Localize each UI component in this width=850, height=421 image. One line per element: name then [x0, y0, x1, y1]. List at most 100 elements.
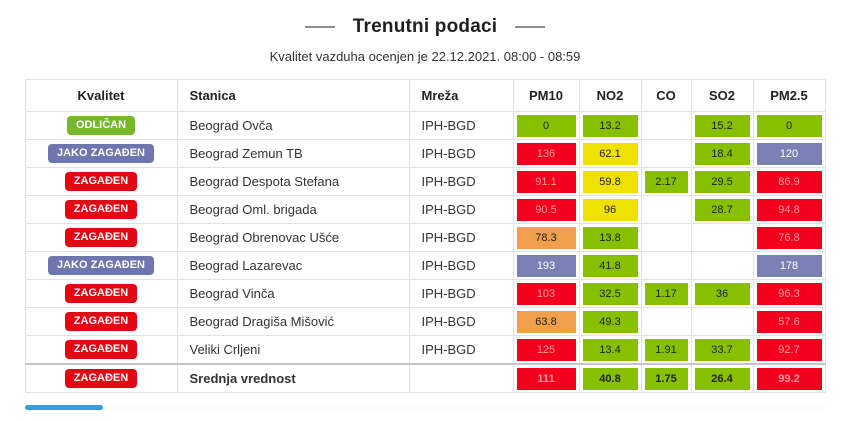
pollutant-value: 32.5 — [582, 282, 638, 305]
pollutant-value: 0 — [756, 114, 822, 137]
quality-badge: ZAGAĐEN — [64, 312, 138, 331]
table-header: Kvalitet Stanica Mreža PM10 NO2 CO SO2 PM2.5 — [24, 79, 826, 112]
quality-badge: ZAGAĐEN — [64, 172, 138, 191]
value-cell-pm10: 63.8 — [512, 307, 580, 336]
value-cell-pm10: 103 — [512, 279, 580, 308]
value-cell-so2: 26.4 — [690, 363, 754, 393]
quality-badge: ZAGAĐEN — [64, 228, 138, 247]
pollutant-value: 136 — [516, 142, 576, 165]
quality-cell: ZAGAĐEN — [24, 307, 178, 336]
table-body: ODLIČAN Beograd Ovča IPH-BGD 0 13.2 15.2 0 JAKO… — [24, 111, 826, 393]
value-cell-so2: 33.7 — [690, 335, 754, 365]
quality-cell: ZAGAĐEN — [24, 279, 178, 308]
value-cell-no2: 13.2 — [578, 111, 642, 140]
pollutant-value: 57.6 — [756, 310, 822, 333]
quality-cell: ZAGAĐEN — [24, 363, 178, 393]
pollutant-value: 63.8 — [516, 310, 576, 333]
value-cell-no2: 13.4 — [578, 335, 642, 365]
table-row-beograd-dragi-a-mi-ovi: ZAGAĐEN Beograd Dragiša Mišović IPH-BGD 63.… — [24, 307, 826, 336]
pollutant-value: 94.8 — [756, 198, 822, 221]
pollutant-value: 13.2 — [582, 114, 638, 137]
value-cell-co — [640, 251, 692, 280]
subtitle: Kvalitet vazduha ocenjen je 22.12.2021. … — [269, 49, 581, 64]
quality-cell: JAKO ZAGAĐEN — [24, 251, 178, 280]
value-cell-no2: 62.1 — [578, 139, 642, 168]
value-cell-no2: 40.8 — [578, 363, 642, 393]
network-cell: IPH-BGD — [408, 195, 514, 224]
pollutant-value: 96.3 — [756, 282, 822, 305]
horizontal-scrollbar-thumb[interactable] — [25, 405, 103, 410]
value-cell-pm10: 111 — [512, 363, 580, 393]
quality-badge: ZAGAĐEN — [64, 369, 138, 388]
page-header: Trenutni podaci Kvalitet vazduha ocenjen… — [0, 0, 850, 64]
table-row-beograd-oml-brigada: ZAGAĐEN Beograd Oml. brigada IPH-BGD 90.5 96… — [24, 195, 826, 224]
value-cell-so2 — [690, 223, 754, 252]
pollutant-value: 13.8 — [582, 226, 638, 249]
value-cell-co — [640, 139, 692, 168]
pollutant-value: 59.8 — [582, 170, 638, 193]
network-cell: IPH-BGD — [408, 335, 514, 365]
value-cell-co: 1.91 — [640, 335, 692, 365]
table-row-beograd-lazarevac: JAKO ZAGAĐEN Beograd Lazarevac IPH-BGD 193 4… — [24, 251, 826, 280]
pollutant-value: 96 — [582, 198, 638, 221]
pollutant-value: 125 — [516, 338, 576, 361]
quality-badge: ZAGAĐEN — [64, 284, 138, 303]
page: Trenutni podaci Kvalitet vazduha ocenjen… — [0, 0, 850, 411]
value-cell-no2: 49.3 — [578, 307, 642, 336]
pollutant-value — [645, 143, 688, 165]
value-cell-pm2-5: 57.6 — [752, 307, 826, 336]
quality-badge: ZAGAĐEN — [64, 200, 138, 219]
pollutant-value: 18.4 — [694, 142, 750, 165]
pollutant-value: 76.8 — [756, 226, 822, 249]
pollutant-value: 33.7 — [694, 338, 750, 361]
pollutant-value: 178 — [756, 254, 822, 277]
column-header-pm2-5: PM2.5 — [752, 79, 826, 112]
value-cell-co: 2.17 — [640, 167, 692, 196]
quality-cell: ZAGAĐEN — [24, 335, 178, 365]
table-row-beograd-ov-a: ODLIČAN Beograd Ovča IPH-BGD 0 13.2 15.2 0 — [24, 111, 826, 140]
horizontal-scrollbar-track[interactable] — [25, 405, 825, 411]
column-header-so2: SO2 — [690, 79, 754, 112]
header-row: Kvalitet Stanica Mreža PM10 NO2 CO SO2 PM2.5 — [24, 79, 826, 112]
pollutant-value: 103 — [516, 282, 576, 305]
value-cell-pm10: 90.5 — [512, 195, 580, 224]
column-header-no2: NO2 — [578, 79, 642, 112]
network-cell: IPH-BGD — [408, 223, 514, 252]
value-cell-co: 1.17 — [640, 279, 692, 308]
value-cell-no2: 96 — [578, 195, 642, 224]
pollutant-value: 1.91 — [644, 338, 688, 361]
column-header-kvalitet: Kvalitet — [24, 79, 178, 112]
pollutant-value: 36 — [694, 282, 750, 305]
station-cell: Beograd Oml. brigada — [176, 195, 410, 224]
value-cell-pm10: 91.1 — [512, 167, 580, 196]
station-cell: Srednja vrednost — [176, 363, 410, 393]
pollutant-value: 99.2 — [756, 367, 822, 390]
page-title: Trenutni podaci — [352, 16, 498, 37]
pollutant-value: 15.2 — [694, 114, 750, 137]
value-cell-pm2-5: 96.3 — [752, 279, 826, 308]
pollutant-value: 90.5 — [516, 198, 576, 221]
table-row-beograd-obrenovac-u-e: ZAGAĐEN Beograd Obrenovac Ušće IPH-BGD 78.3… — [24, 223, 826, 252]
value-cell-so2: 28.7 — [690, 195, 754, 224]
value-cell-so2 — [690, 307, 754, 336]
quality-badge: JAKO ZAGAĐEN — [47, 256, 154, 275]
value-cell-pm10: 78.3 — [512, 223, 580, 252]
pollutant-value: 193 — [516, 254, 576, 277]
value-cell-pm2-5: 86.9 — [752, 167, 826, 196]
value-cell-no2: 59.8 — [578, 167, 642, 196]
value-cell-no2: 13.8 — [578, 223, 642, 252]
pollutant-value: 62.1 — [582, 142, 638, 165]
table-row-beograd-despota-stefana: ZAGAĐEN Beograd Despota Stefana IPH-BGD 91.… — [24, 167, 826, 196]
pollutant-value — [645, 311, 688, 333]
value-cell-co — [640, 195, 692, 224]
quality-badge: ZAGAĐEN — [64, 340, 138, 359]
pollutant-value — [645, 255, 688, 277]
value-cell-so2: 18.4 — [690, 139, 754, 168]
column-header-pm10: PM10 — [512, 79, 580, 112]
value-cell-co — [640, 307, 692, 336]
value-cell-so2: 36 — [690, 279, 754, 308]
pollutant-value: 86.9 — [756, 170, 822, 193]
pollutant-value: 28.7 — [694, 198, 750, 221]
title-row: Trenutni podaci — [0, 16, 850, 38]
pollutant-value — [645, 227, 688, 249]
